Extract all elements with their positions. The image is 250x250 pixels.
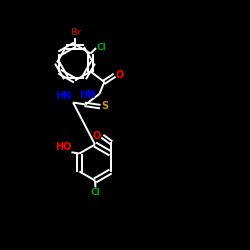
Text: HO: HO [55, 142, 72, 152]
Text: O: O [93, 131, 101, 141]
Text: Br: Br [70, 28, 81, 37]
Text: HN: HN [80, 90, 96, 100]
Text: HN: HN [55, 91, 72, 101]
Text: O: O [115, 70, 124, 80]
Text: Cl: Cl [90, 188, 101, 197]
Text: Cl: Cl [96, 44, 106, 52]
Text: S: S [101, 101, 108, 111]
